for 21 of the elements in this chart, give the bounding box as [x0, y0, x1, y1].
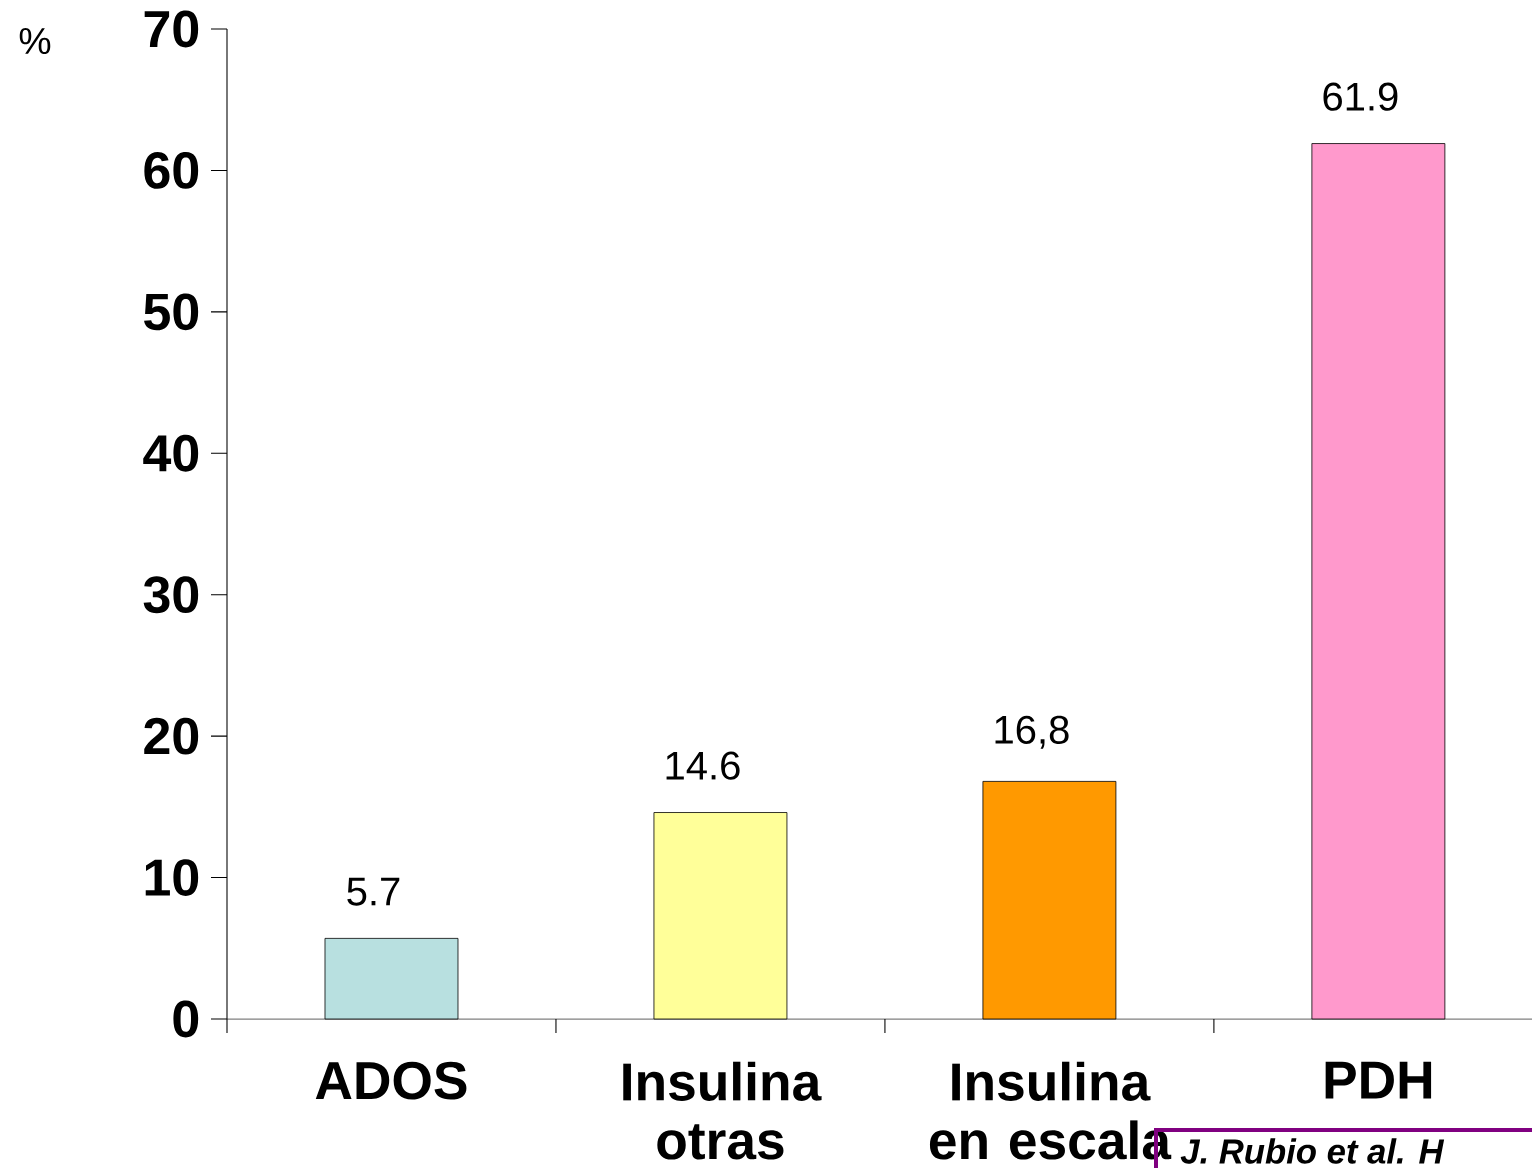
- y-axis-title: %: [19, 27, 51, 55]
- x-tick-label: PDH: [1325, 1061, 1432, 1099]
- y-tick-label: 50: [144, 293, 199, 331]
- bar: [982, 781, 1117, 1020]
- y-tick-label: 20: [144, 717, 199, 755]
- x-tick-label: Insulina otras: [623, 1061, 822, 1160]
- y-tick-label: 60: [144, 152, 199, 189]
- x-tick-label: ADOS: [315, 1061, 467, 1100]
- y-tick-label: 40: [143, 434, 199, 472]
- data-label: 16,8: [995, 715, 1069, 749]
- data-label: 61.9: [1323, 82, 1398, 111]
- y-tick-label: 70: [144, 10, 199, 48]
- bar: [1311, 143, 1446, 1020]
- y-tick-label: 10: [145, 859, 199, 896]
- text: J. Rubio et al. H: [1180, 1138, 1445, 1164]
- data-label: 5.7: [347, 877, 400, 906]
- data-label: 14.6: [666, 751, 740, 780]
- y-tick-label: 30: [143, 576, 199, 614]
- y-tick-label: 0: [173, 1000, 199, 1038]
- bar: [653, 812, 788, 1020]
- bar: [324, 937, 459, 1020]
